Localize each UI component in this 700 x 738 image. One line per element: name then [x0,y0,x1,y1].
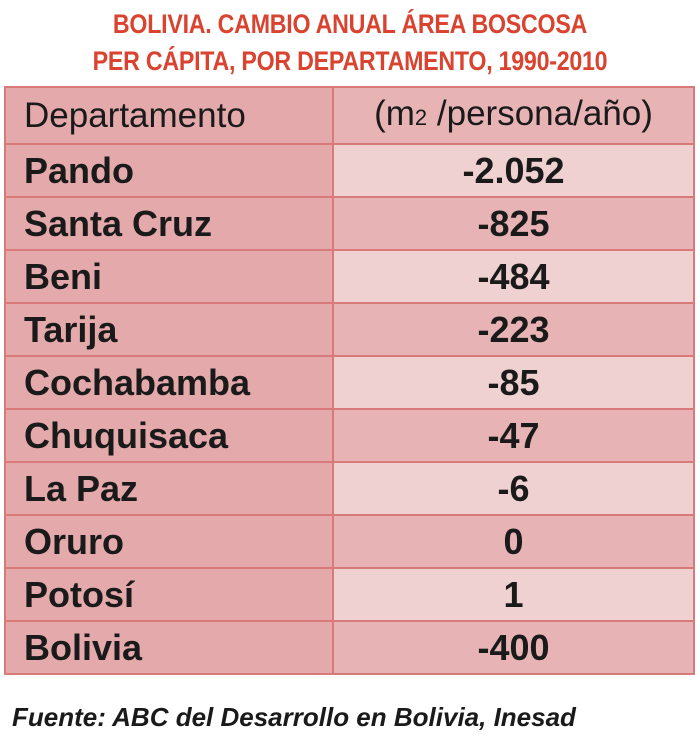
department-cell: Cochabamba [4,355,334,410]
value-cell: 0 [332,514,695,569]
chart-title-line-2: PER CÁPITA, POR DEPARTAMENTO, 1990-2010 [92,46,608,76]
table-row: La Paz -6 [4,461,695,516]
value-cell: -825 [332,196,695,251]
data-table: Departamento (m2 /persona/año) Pando -2.0… [4,86,695,675]
department-cell: Beni [4,249,334,304]
table-row: Chuquisaca -47 [4,408,695,463]
header-unit: (m2 /persona/año) [332,86,695,145]
department-cell: Potosí [4,567,334,622]
department-cell: La Paz [4,461,334,516]
table-row: Tarija -223 [4,302,695,357]
department-cell: Tarija [4,302,334,357]
header-unit-prefix: (m [374,94,415,133]
table-row: Pando -2.052 [4,143,695,198]
department-cell: Bolivia [4,620,334,675]
value-cell: 1 [332,567,695,622]
header-unit-subscript: 2 [414,105,428,130]
value-cell: -484 [332,249,695,304]
value-cell: -47 [332,408,695,463]
header-unit-suffix: /persona/año) [427,94,653,133]
chart-title: BOLIVIA. CAMBIO ANUAL ÁREA BOSCOSA PER C… [49,6,651,80]
table-row: Santa Cruz -825 [4,196,695,251]
department-cell: Oruro [4,514,334,569]
source-note: Fuente: ABC del Desarrollo en Bolivia, I… [12,702,576,732]
table-header-row: Departamento (m2 /persona/año) [4,86,695,145]
value-cell: -6 [332,461,695,516]
department-cell: Pando [4,143,334,198]
value-cell: -223 [332,302,695,357]
value-cell: -2.052 [332,143,695,198]
value-cell: -85 [332,355,695,410]
header-department: Departamento [4,86,334,145]
table-row: Bolivia -400 [4,620,695,675]
data-table-body: Departamento (m2 /persona/año) Pando -2.0… [4,86,695,675]
chart-title-line-1: BOLIVIA. CAMBIO ANUAL ÁREA BOSCOSA [112,9,588,39]
table-row: Potosí 1 [4,567,695,622]
table-row: Beni -484 [4,249,695,304]
table-row: Oruro 0 [4,514,695,569]
table-row: Cochabamba -85 [4,355,695,410]
value-cell: -400 [332,620,695,675]
department-cell: Santa Cruz [4,196,334,251]
department-cell: Chuquisaca [4,408,334,463]
